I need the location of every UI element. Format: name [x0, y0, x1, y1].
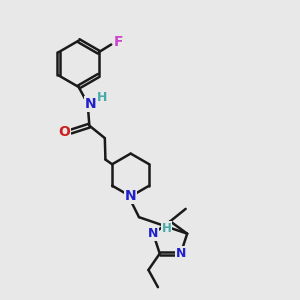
- Text: H: H: [97, 91, 108, 103]
- Text: N: N: [148, 227, 158, 240]
- Text: F: F: [114, 34, 124, 49]
- Text: N: N: [85, 97, 97, 111]
- Text: O: O: [58, 125, 70, 140]
- Text: N: N: [125, 189, 136, 203]
- Text: N: N: [176, 247, 186, 260]
- Text: H: H: [162, 222, 172, 235]
